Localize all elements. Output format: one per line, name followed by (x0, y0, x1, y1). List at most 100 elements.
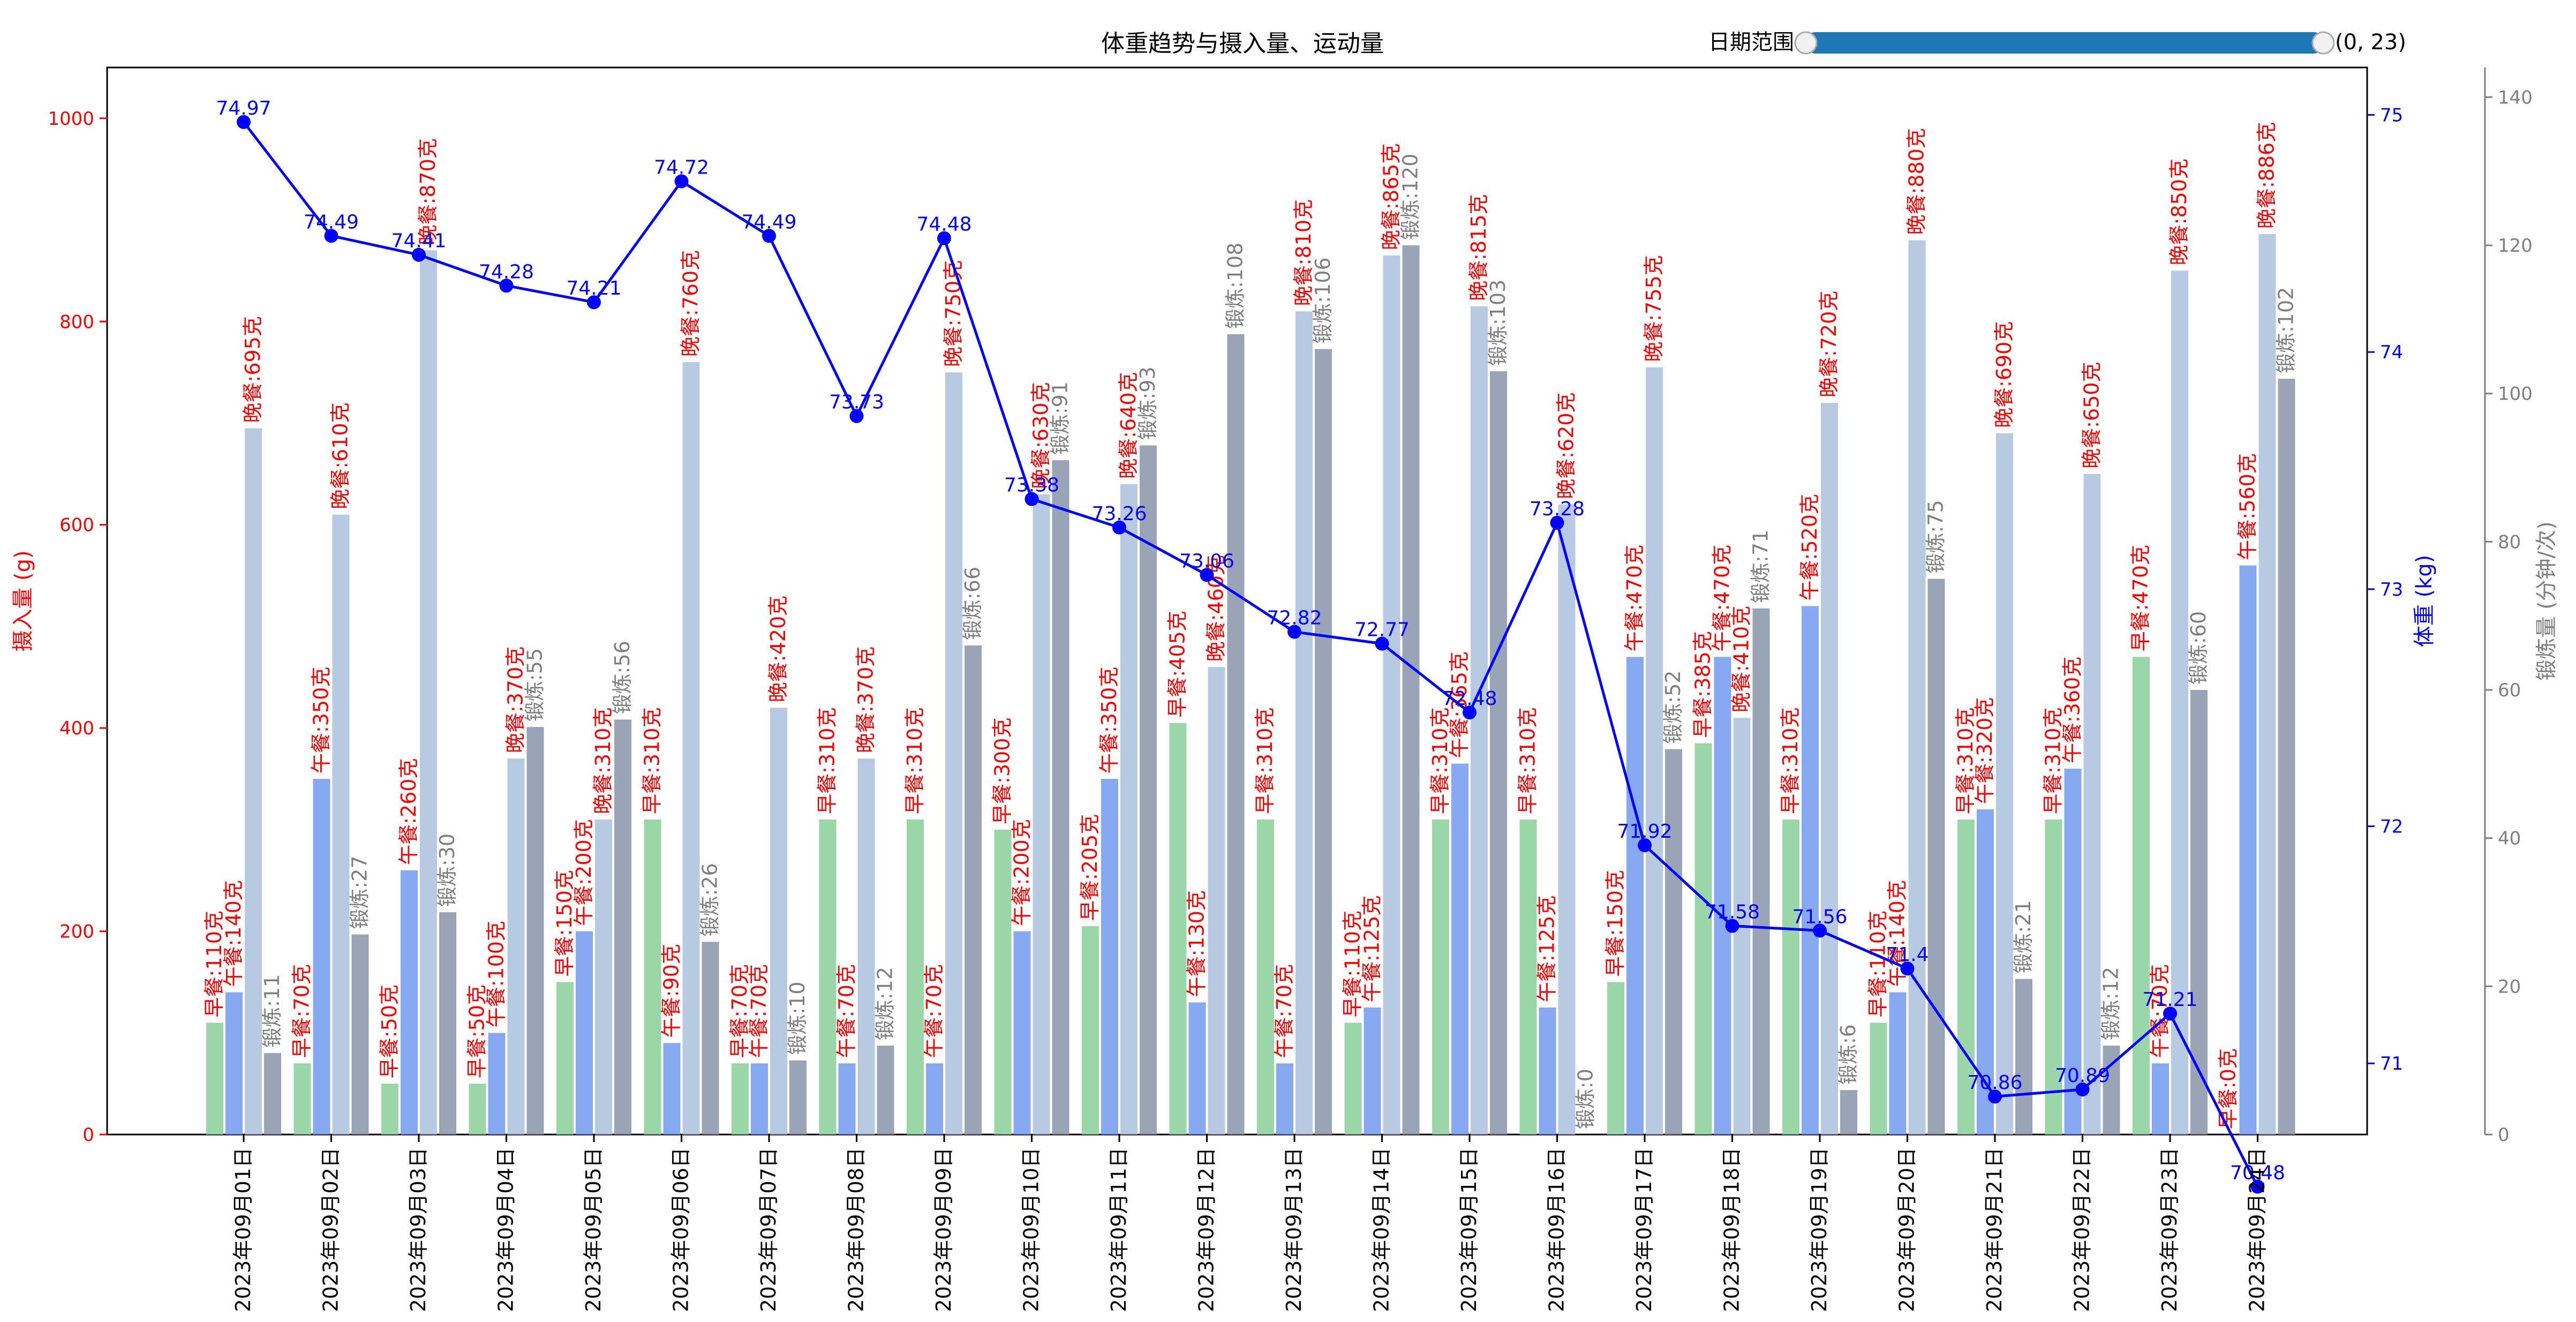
dinner-bar (1646, 367, 1663, 1135)
y-right-tick-label: 74 (2380, 342, 2403, 363)
y-right2-tick-label: 100 (2498, 384, 2533, 405)
weight-value-label: 72.82 (1267, 607, 1322, 629)
exercise-total-label: 锻炼:12 (2099, 967, 2123, 1040)
dinner-total-label: 晚餐:810克 (1292, 199, 1315, 306)
breakfast-bar (1257, 819, 1274, 1135)
dinner-total-label: 晚餐:650克 (2080, 362, 2104, 469)
y-right-tick-label: 75 (2380, 105, 2403, 126)
lunch-bar (838, 1063, 856, 1135)
breakfast-bar (1082, 926, 1099, 1135)
y-axis-right2-ticks: 0 20 40 60 80 100 120 140 (2484, 67, 2533, 1146)
dinner-bar (332, 514, 350, 1135)
y-axis-left-ticks: 0 200 400 600 800 1000 (48, 108, 107, 1146)
breakfast-bar (819, 819, 837, 1135)
lunch-total-label: 午餐:125克 (1535, 896, 1559, 1002)
y-right2-tick-label: 60 (2498, 680, 2521, 701)
lunch-bar (1889, 992, 1907, 1135)
bar-series (206, 234, 2295, 1135)
weight-point (1900, 962, 1915, 976)
dinner-total-label: 晚餐:760克 (679, 250, 703, 357)
weight-point (324, 229, 338, 243)
breakfast-total-label: 早餐:385克 (1691, 631, 1715, 738)
y-right2-tick-label: 140 (2498, 87, 2533, 108)
lunch-total-label: 午餐:125克 (1360, 896, 1384, 1002)
exercise-total-label: 锻炼:21 (2012, 900, 2035, 973)
chart-title: 体重趋势与摄入量、运动量 (1101, 30, 1384, 57)
lunch-total-label: 午餐:200克 (1010, 819, 1034, 926)
dinner-bar (1996, 433, 2013, 1135)
breakfast-total-label: 早餐:110克 (1341, 911, 1365, 1017)
weight-value-label: 72.48 (1442, 688, 1497, 710)
y-left-tick-label: 800 (59, 311, 94, 333)
slider-handle-start[interactable] (1794, 31, 1818, 55)
weight-value-label: 71.58 (1705, 901, 1760, 923)
lunch-total-label: 午餐:130克 (1185, 890, 1209, 997)
exercise-bar (1927, 579, 1945, 1135)
lunch-total-label: 午餐:70克 (922, 964, 946, 1058)
lunch-bar (401, 870, 418, 1135)
weight-point (2075, 1082, 2090, 1096)
x-tick-label: 2023年09月18日 (1720, 1147, 1744, 1312)
y-right2-tick-label: 120 (2498, 235, 2533, 257)
exercise-bar (614, 719, 631, 1135)
breakfast-total-label: 早餐:310克 (816, 708, 839, 814)
lunch-total-label: 午餐:470克 (1623, 545, 1646, 651)
breakfast-bar (2133, 657, 2150, 1135)
slider-track[interactable] (1805, 32, 2324, 54)
exercise-total-label: 锻炼:26 (698, 863, 722, 936)
weight-point (1287, 625, 1301, 639)
weight-point (1813, 923, 1827, 938)
lunch-bar (1802, 606, 1819, 1135)
exercise-total-label: 锻炼:91 (1049, 381, 1072, 455)
y-axis-right-ticks: 71 72 73 74 75 (2367, 105, 2403, 1075)
lunch-bar (1276, 1063, 1293, 1135)
x-tick-label: 2023年09月04日 (494, 1147, 518, 1312)
x-tick-label: 2023年09月12日 (1195, 1147, 1218, 1312)
dinner-total-label: 晚餐:640克 (1117, 372, 1140, 478)
dinner-bar (1208, 667, 1225, 1135)
dinner-bar (1120, 484, 1138, 1135)
exercise-total-label: 锻炼:56 (611, 641, 634, 714)
dinner-total-label: 晚餐:420克 (766, 596, 790, 702)
exercise-total-label: 锻炼:52 (1661, 670, 1685, 743)
weight-value-label: 70.89 (2055, 1065, 2110, 1087)
exercise-bar (789, 1060, 807, 1135)
dinner-total-label: 晚餐:720克 (1817, 291, 1841, 397)
breakfast-bar (907, 819, 924, 1135)
exercise-bar (1315, 349, 1332, 1135)
dinner-bar (1821, 403, 1838, 1135)
exercise-total-label: 锻炼:55 (523, 648, 547, 722)
dinner-total-label: 晚餐:690克 (1992, 321, 2016, 428)
dinner-bar (1033, 494, 1050, 1135)
slider-handle-end[interactable] (2311, 31, 2335, 55)
date-range-slider[interactable]: 日期范围 (0, 23) (1708, 30, 2406, 55)
dinner-total-label: 晚餐:610克 (329, 402, 352, 509)
breakfast-total-label: 早餐:310克 (641, 708, 664, 814)
x-tick-label: 2023年09月05日 (582, 1147, 605, 1312)
dinner-bar (2083, 474, 2101, 1135)
exercise-total-label: 锻炼:103 (1486, 280, 1510, 366)
exercise-total-label: 锻炼:11 (260, 974, 284, 1048)
weight-value-label: 71.92 (1617, 821, 1672, 843)
breakfast-total-label: 早餐:310克 (1779, 708, 1802, 814)
weight-point (237, 115, 251, 129)
weight-point (1025, 492, 1039, 506)
lunch-total-label: 午餐:70克 (747, 964, 771, 1058)
dinner-bar (945, 372, 962, 1135)
y-right2-tick-label: 0 (2498, 1124, 2510, 1146)
weight-point (1375, 636, 1389, 651)
y-right2-tick-label: 40 (2498, 828, 2521, 850)
dinner-total-label: 晚餐:865克 (1380, 144, 1403, 250)
breakfast-bar (293, 1063, 311, 1135)
lunch-bar (2239, 565, 2257, 1135)
x-tick-label: 2023年09月16日 (1545, 1147, 1569, 1312)
breakfast-bar (381, 1084, 398, 1135)
dinner-bar (682, 362, 700, 1135)
weight-value-label: 73.38 (1004, 475, 1059, 497)
dinner-total-label: 晚餐:815克 (1467, 194, 1490, 301)
lunch-total-label: 午餐:360克 (2061, 657, 2084, 763)
breakfast-total-label: 早餐:50克 (465, 985, 489, 1078)
y-left-tick-label: 200 (59, 921, 94, 943)
x-tick-label: 2023年09月11日 (1107, 1147, 1131, 1312)
breakfast-total-label: 早餐:70克 (290, 964, 314, 1058)
